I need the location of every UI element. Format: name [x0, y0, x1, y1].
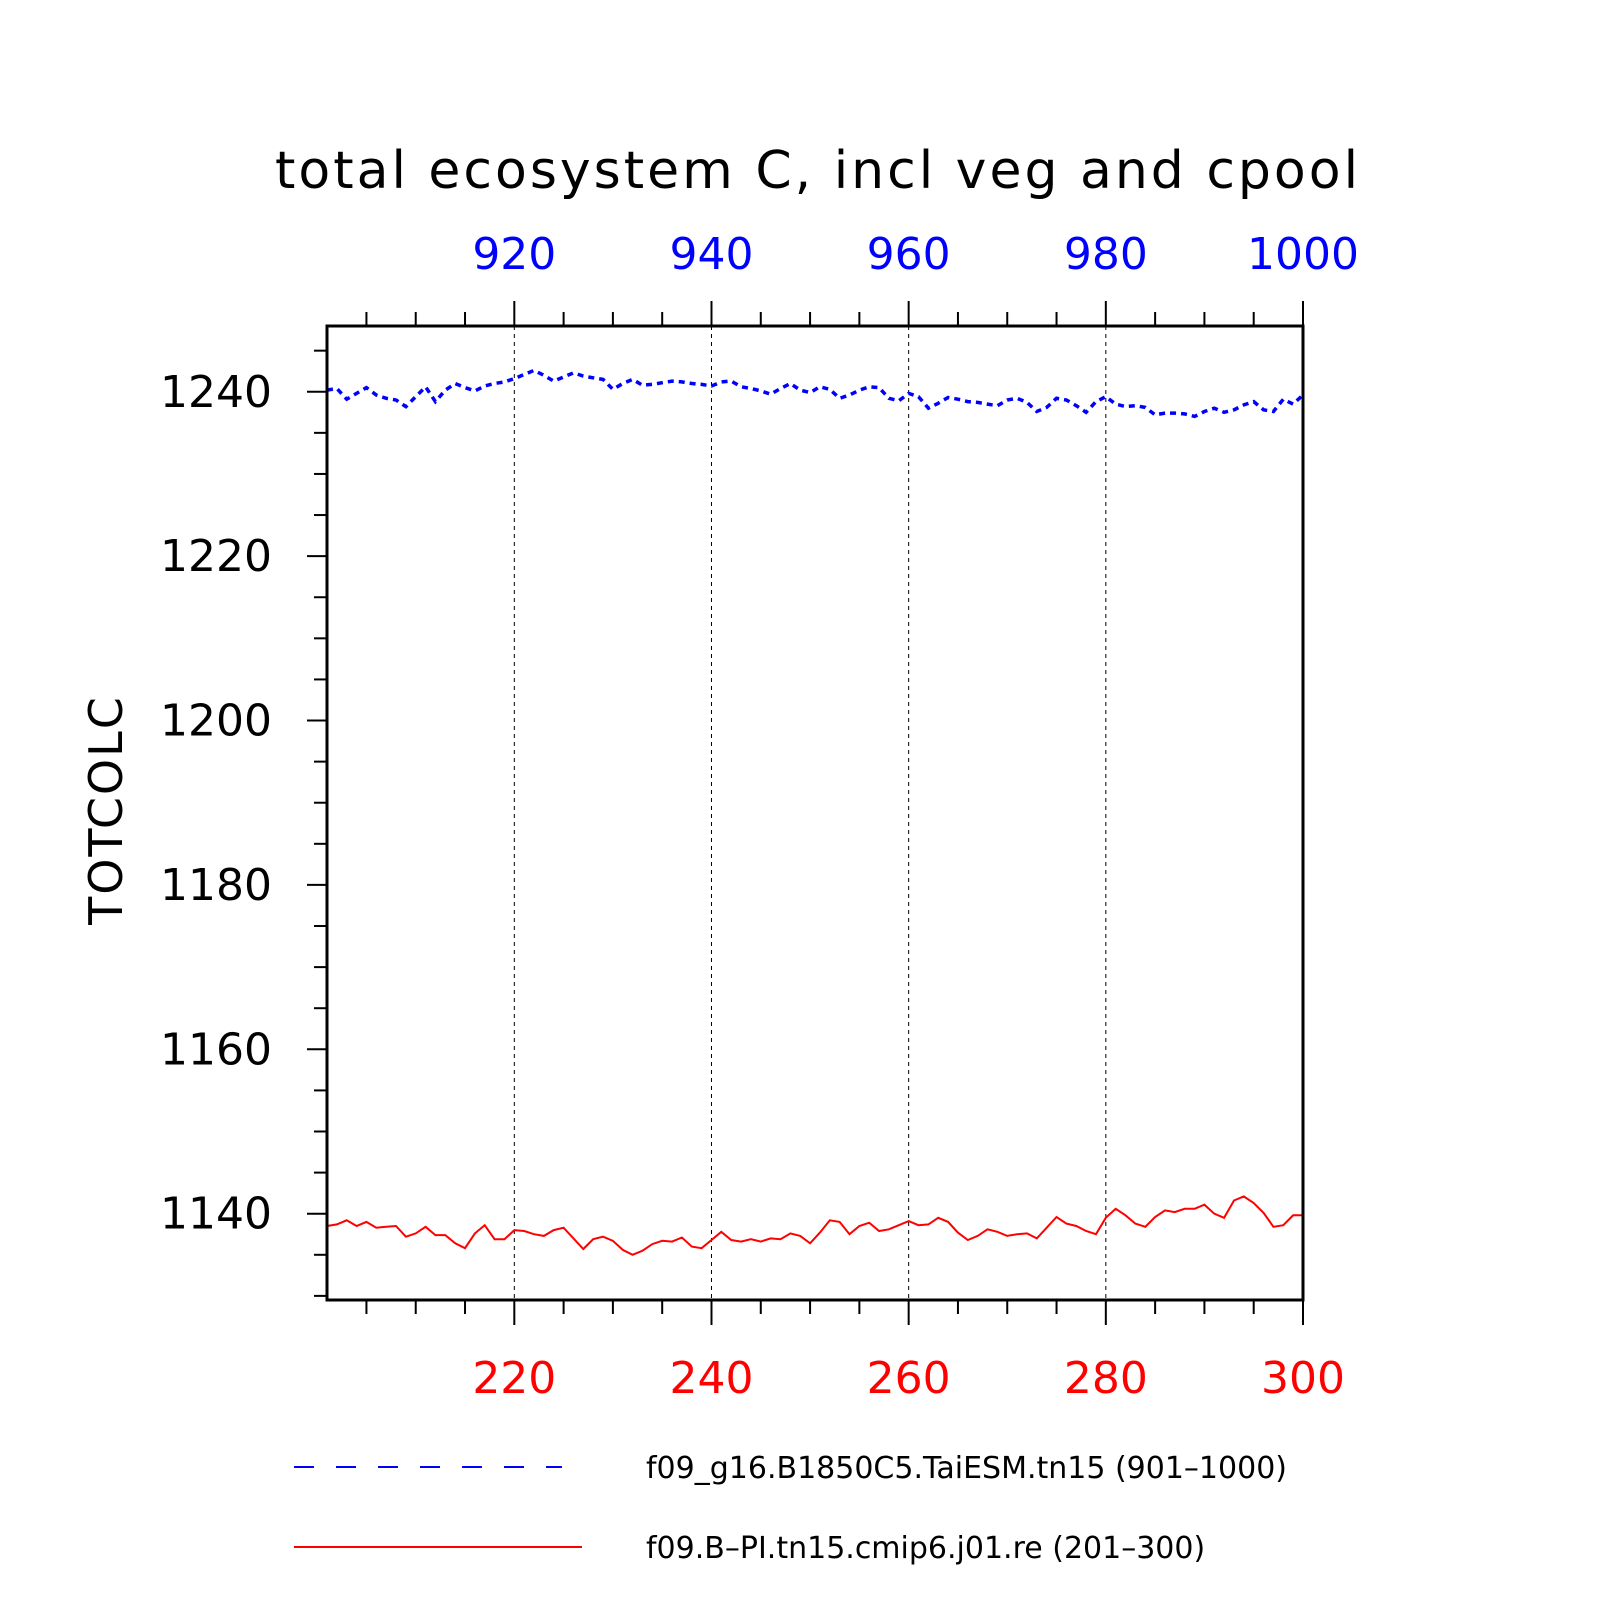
series-line-bottom: [326, 1195, 1303, 1256]
bottom-x-tick-label: 240: [669, 1353, 753, 1404]
bottom-x-tick-label: 300: [1261, 1353, 1345, 1404]
bottom-x-tick-label: 220: [472, 1353, 556, 1404]
legend-label: f09.B–PI.tn15.cmip6.j01.re (201–300): [646, 1531, 1205, 1566]
top-x-tick-label: 980: [1064, 229, 1148, 280]
y-tick-label: 1160: [160, 1024, 272, 1075]
y-tick-label: 1200: [160, 696, 272, 747]
chart-title: total ecosystem C, incl veg and cpool: [275, 141, 1361, 201]
top-x-tick-label: 920: [472, 229, 556, 280]
top-x-tick-label: 960: [867, 229, 951, 280]
bottom-x-tick-label: 260: [867, 1353, 951, 1404]
series-group: [326, 368, 1305, 1256]
bottom-x-tick-label: 280: [1064, 1353, 1148, 1404]
y-tick-label: 1240: [160, 367, 272, 418]
grid: [513, 326, 1107, 1300]
y-tick-label: 1180: [160, 860, 272, 911]
y-axis-label: TOTCOLC: [79, 695, 133, 926]
legend: f09_g16.B1850C5.TaiESM.tn15 (901–1000) f0…: [294, 1451, 1287, 1566]
y-tick-label: 1220: [160, 531, 272, 582]
top-x-tick-label: 940: [669, 229, 753, 280]
plot-frame: [325, 324, 1305, 1302]
top-x-tick-label: 1000: [1247, 229, 1359, 280]
legend-label: f09_g16.B1850C5.TaiESM.tn15 (901–1000): [646, 1451, 1287, 1486]
y-tick-label: 1140: [160, 1189, 272, 1240]
axes: 1140 1160 1180 1200 1220 1240 920 940 960 980 1000…: [160, 229, 1359, 1404]
series-line-top: [326, 368, 1305, 419]
